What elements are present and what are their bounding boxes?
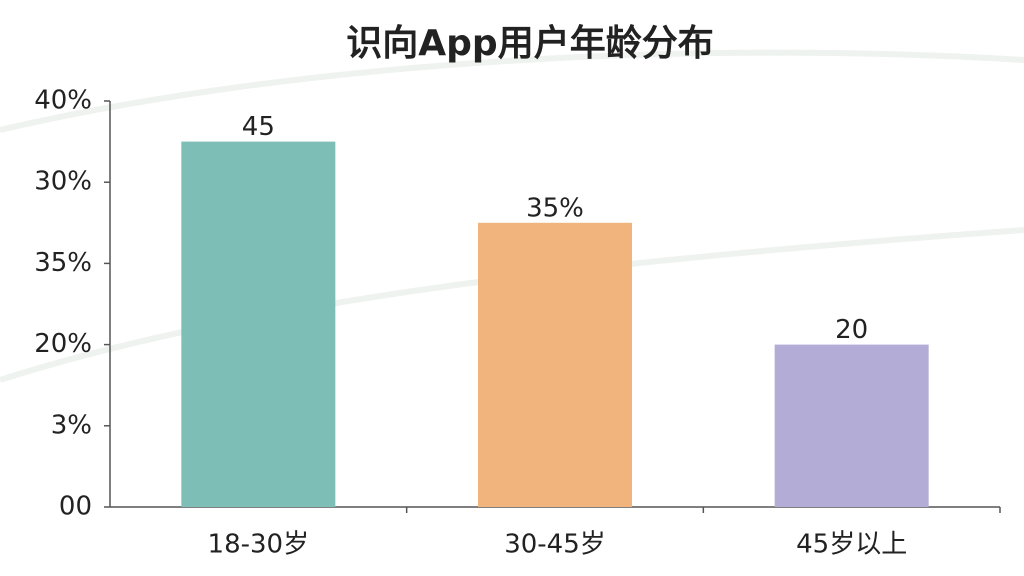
x-tick-label: 45岁以上 <box>796 530 907 560</box>
data-label: 35% <box>526 193 584 223</box>
y-tick-label: 20% <box>34 329 92 359</box>
y-tick-label: 35% <box>34 248 92 278</box>
data-label: 20 <box>835 315 868 345</box>
x-tick-label: 18-30岁 <box>208 530 310 560</box>
y-tick-label: 40% <box>34 86 92 116</box>
bar <box>478 222 632 508</box>
chart-title: 识向App用户年龄分布 <box>346 23 713 64</box>
y-tick-label: 00 <box>59 492 92 522</box>
background-scribble <box>0 227 1024 383</box>
y-tick-label: 30% <box>34 167 92 197</box>
bar <box>181 141 336 507</box>
x-tick-label: 30-45岁 <box>504 530 606 560</box>
background-scribble <box>0 49 1024 133</box>
y-tick-label: 3% <box>51 410 92 440</box>
data-label: 45 <box>242 112 275 142</box>
bar <box>774 344 929 507</box>
